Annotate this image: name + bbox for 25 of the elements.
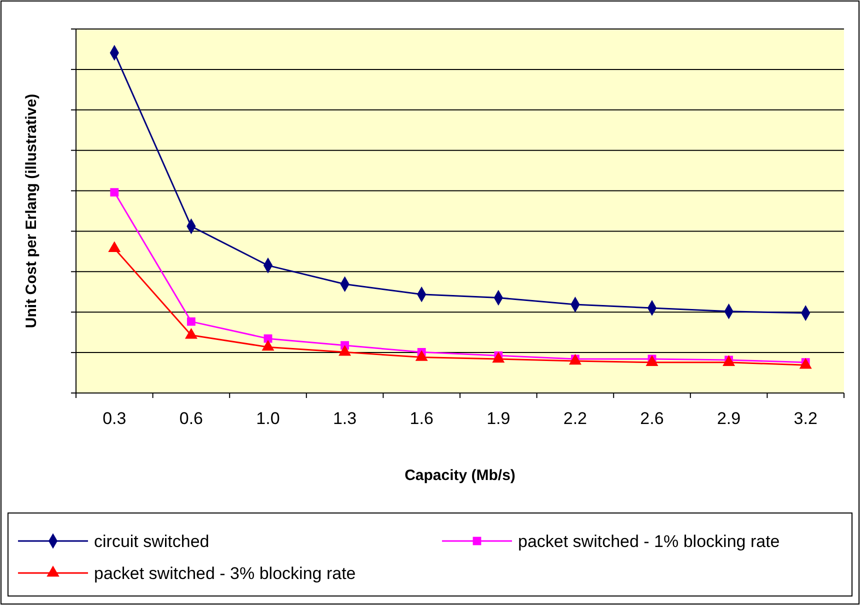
x-tick-label: 1.6: [410, 409, 434, 428]
point: [108, 242, 120, 252]
x-tick-label: 2.6: [640, 409, 664, 428]
point: [338, 345, 351, 356]
point: [185, 328, 198, 339]
x-tick-label: 2.9: [716, 409, 741, 428]
x-tick-label: 1.0: [256, 409, 280, 428]
legend-label: packet switched - 3% blocking rate: [94, 564, 356, 583]
legend-label: packet switched - 1% blocking rate: [518, 532, 780, 551]
x-axis-title: Capacity (Mb/s): [404, 467, 516, 484]
point: [264, 334, 272, 343]
point: [416, 350, 428, 361]
y-axis-title: Unit Cost per Erlang (illustrative): [23, 94, 40, 328]
x-tick-label: 1.3: [332, 409, 357, 428]
x-tick-label: 0.6: [179, 409, 204, 428]
point: [110, 188, 119, 196]
x-tick-label: 0.3: [102, 409, 126, 428]
x-tick-label: 1.9: [486, 409, 510, 428]
x-tick-label: 2.2: [563, 409, 588, 428]
point: [646, 356, 658, 366]
x-tick-label: 3.2: [794, 409, 818, 428]
point: [186, 317, 196, 326]
point: [492, 352, 504, 363]
point: [262, 340, 274, 351]
legend-label: circuit switched: [94, 532, 210, 551]
